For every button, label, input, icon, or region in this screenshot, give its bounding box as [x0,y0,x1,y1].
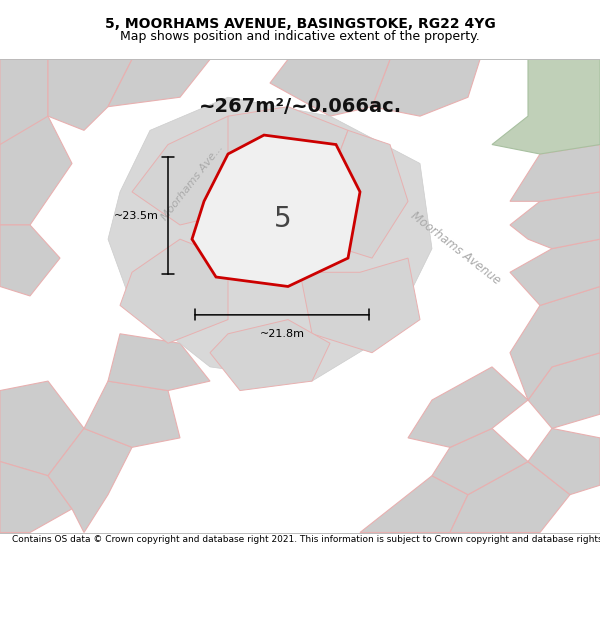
Text: Contains OS data © Crown copyright and database right 2021. This information is : Contains OS data © Crown copyright and d… [12,535,600,544]
Polygon shape [0,225,60,296]
Polygon shape [510,144,600,201]
Text: 5: 5 [274,205,292,233]
Text: Moorhams Ave...: Moorhams Ave... [160,142,224,222]
Text: ~267m²/~0.066ac.: ~267m²/~0.066ac. [199,97,401,116]
Polygon shape [120,239,228,343]
Polygon shape [0,59,48,154]
Polygon shape [108,98,432,381]
Text: Map shows position and indicative extent of the property.: Map shows position and indicative extent… [120,30,480,42]
Polygon shape [48,59,132,131]
Polygon shape [0,381,84,476]
Polygon shape [48,428,132,532]
Polygon shape [228,107,348,192]
Polygon shape [528,352,600,428]
Text: 5, MOORHAMS AVENUE, BASINGSTOKE, RG22 4YG: 5, MOORHAMS AVENUE, BASINGSTOKE, RG22 4Y… [104,17,496,31]
Polygon shape [510,239,600,306]
Text: ~23.5m: ~23.5m [114,211,159,221]
Polygon shape [0,461,72,532]
Polygon shape [300,258,420,352]
Polygon shape [510,286,600,400]
Polygon shape [210,319,330,391]
Polygon shape [300,131,408,258]
Polygon shape [360,476,468,532]
Polygon shape [450,461,570,532]
Polygon shape [84,381,180,448]
Text: Moorhams Avenue: Moorhams Avenue [409,209,503,288]
Polygon shape [372,59,480,116]
Polygon shape [132,116,270,225]
Polygon shape [0,116,72,225]
Polygon shape [408,367,528,448]
Polygon shape [432,428,528,494]
Text: ~21.8m: ~21.8m [260,329,305,339]
Polygon shape [192,135,360,286]
Polygon shape [270,59,390,116]
Polygon shape [108,59,210,107]
Polygon shape [528,428,600,494]
Polygon shape [510,192,600,249]
Polygon shape [108,334,210,391]
Polygon shape [492,59,600,154]
